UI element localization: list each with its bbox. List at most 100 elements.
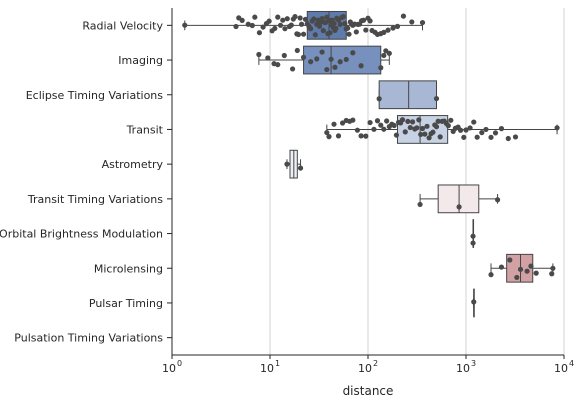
strip-point-0-54	[337, 21, 343, 27]
strip-point-1-13	[332, 64, 338, 70]
strip-point-3-52	[463, 127, 469, 133]
strip-point-3-60	[498, 126, 505, 132]
x-axis-title: distance	[343, 384, 394, 398]
y-tick-label-9: Pulsation Timing Variations	[14, 332, 163, 345]
x-ticks: 10 0 10 1 10 2 10 3 10 4	[162, 355, 574, 375]
strip-point-3-12	[371, 126, 377, 132]
strip-point-3-0	[324, 129, 330, 136]
strip-point-7-8	[549, 271, 555, 277]
strip-point-1-15	[343, 56, 349, 63]
strip-point-7-6	[528, 263, 534, 269]
strip-point-3-27	[409, 119, 416, 125]
strip-point-1-16	[350, 50, 356, 56]
y-tick-label-7: Microlensing	[94, 262, 163, 275]
strip-point-0-57	[342, 21, 348, 27]
boxes	[184, 10, 558, 318]
strip-point-0-51	[333, 25, 339, 31]
strip-point-3-63	[554, 125, 560, 131]
strip-point-5-2	[494, 197, 501, 203]
strip-point-7-7	[533, 270, 539, 276]
strip-point-1-1	[265, 55, 271, 61]
strip-point-1-6	[294, 47, 300, 54]
strip-point-3-53	[467, 125, 473, 131]
strip-point-0-4	[245, 21, 251, 27]
strip-point-8-0	[471, 299, 477, 305]
strip-point-0-24	[297, 15, 303, 21]
strip-point-3-26	[407, 124, 413, 131]
strip-point-3-11	[367, 119, 373, 126]
strip-point-0-80	[394, 23, 401, 30]
strip-point-7-3	[514, 274, 520, 281]
strip-point-7-1	[498, 264, 505, 270]
strip-point-3-55	[474, 134, 480, 140]
strip-point-1-0	[256, 51, 262, 58]
strip-point-3-20	[393, 132, 400, 138]
box-body	[378, 80, 437, 110]
x-tick-label-2: 10	[358, 362, 372, 375]
strip-point-3-51	[461, 134, 467, 140]
x-tick-label-3: 10	[456, 362, 470, 375]
strip-point-3-9	[358, 133, 364, 139]
x-tick-exponent-0: 0	[177, 359, 182, 368]
strip-point-0-39	[320, 28, 326, 34]
y-tick-label-6: Orbital Brightness Modulation	[0, 228, 163, 241]
strip-point-0-12	[272, 25, 278, 32]
strip-point-7-4	[517, 266, 524, 272]
box-1	[258, 45, 390, 75]
strip-point-3-23	[399, 117, 406, 123]
strip-point-1-21	[386, 50, 392, 56]
y-tick-label-8: Pulsar Timing	[89, 297, 163, 310]
x-tick-exponent-4: 4	[569, 359, 574, 368]
strip-point-0-32	[311, 16, 317, 22]
strip-point-2-0	[376, 96, 382, 102]
strip-point-3-62	[512, 134, 519, 140]
strip-point-2-1	[433, 95, 440, 102]
x-tick-label-1: 10	[260, 362, 274, 375]
strip-point-3-10	[363, 133, 369, 139]
strip-point-0-77	[381, 29, 387, 35]
strip-point-0-78	[385, 27, 391, 33]
strip-point-3-29	[414, 125, 420, 131]
x-tick-exponent-2: 2	[373, 359, 378, 368]
strip-point-6-1	[470, 233, 476, 239]
strip-point-0-56	[340, 13, 346, 20]
strip-point-0-25	[298, 21, 305, 27]
strip-point-7-5	[524, 268, 530, 274]
strip-point-0-7	[256, 30, 263, 36]
strip-point-3-41	[437, 134, 443, 140]
strip-point-1-5	[289, 66, 296, 72]
strip-point-3-24	[402, 129, 408, 135]
strip-point-3-25	[405, 118, 411, 125]
strip-point-0-33	[312, 32, 318, 38]
strip-point-0-5	[249, 22, 255, 29]
strip-point-0-0	[182, 22, 188, 28]
x-tick-exponent-1: 1	[275, 359, 280, 368]
strip-point-3-56	[479, 129, 485, 136]
strip-point-3-19	[391, 122, 397, 129]
strip-point-1-10	[319, 49, 325, 55]
strip-point-4-1	[297, 165, 304, 171]
strip-point-0-10	[266, 18, 272, 24]
strip-point-3-16	[384, 118, 390, 124]
y-tick-label-2: Eclipse Timing Variations	[26, 89, 164, 102]
strip-point-3-30	[416, 117, 422, 123]
strip-point-0-13	[275, 14, 281, 20]
strip-point-5-1	[456, 204, 462, 210]
strip-point-0-30	[308, 26, 314, 32]
y-tick-label-3: Transit	[126, 123, 164, 136]
y-tick-label-4: Astrometry	[102, 158, 164, 171]
x-tick-label-4: 10	[554, 362, 568, 375]
strip-point-3-45	[445, 123, 451, 129]
strip-point-1-17	[358, 63, 364, 69]
strip-point-3-54	[471, 119, 477, 125]
strip-point-3-3	[335, 133, 342, 139]
strip-point-3-13	[374, 118, 381, 124]
strip-point-0-38	[319, 16, 325, 22]
strip-point-0-82	[409, 19, 415, 25]
strip-point-0-3	[239, 17, 245, 23]
strip-point-3-57	[483, 126, 489, 133]
strip-point-0-23	[295, 31, 302, 38]
strip-point-0-65	[353, 29, 359, 35]
strip-point-0-14	[277, 22, 284, 28]
strip-point-3-31	[418, 131, 424, 138]
